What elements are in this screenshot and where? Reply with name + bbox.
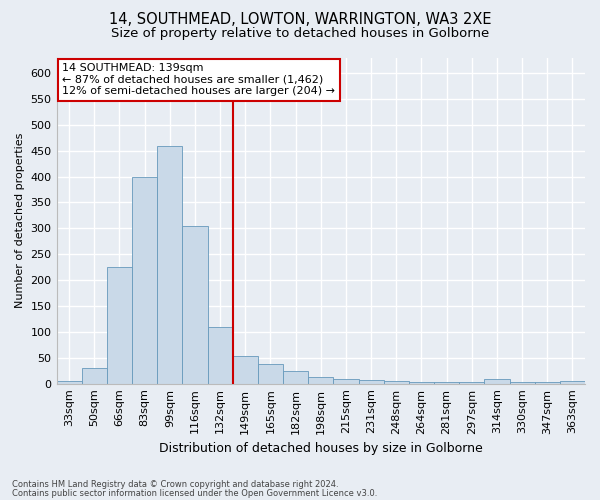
Bar bbox=[283, 370, 308, 384]
Bar bbox=[258, 364, 283, 384]
Bar bbox=[56, 381, 82, 384]
Text: Size of property relative to detached houses in Golborne: Size of property relative to detached ho… bbox=[111, 28, 489, 40]
Text: Contains public sector information licensed under the Open Government Licence v3: Contains public sector information licen… bbox=[12, 489, 377, 498]
Bar bbox=[82, 368, 107, 384]
Text: Contains HM Land Registry data © Crown copyright and database right 2024.: Contains HM Land Registry data © Crown c… bbox=[12, 480, 338, 489]
Bar bbox=[484, 378, 509, 384]
Bar bbox=[308, 377, 334, 384]
Bar bbox=[233, 356, 258, 384]
X-axis label: Distribution of detached houses by size in Golborne: Distribution of detached houses by size … bbox=[159, 442, 482, 455]
Bar bbox=[560, 381, 585, 384]
Bar bbox=[157, 146, 182, 384]
Bar bbox=[132, 176, 157, 384]
Bar bbox=[182, 226, 208, 384]
Bar bbox=[509, 382, 535, 384]
Bar bbox=[334, 378, 359, 384]
Y-axis label: Number of detached properties: Number of detached properties bbox=[15, 133, 25, 308]
Bar bbox=[459, 382, 484, 384]
Bar bbox=[208, 326, 233, 384]
Bar bbox=[383, 381, 409, 384]
Bar bbox=[535, 382, 560, 384]
Text: 14, SOUTHMEAD, LOWTON, WARRINGTON, WA3 2XE: 14, SOUTHMEAD, LOWTON, WARRINGTON, WA3 2… bbox=[109, 12, 491, 28]
Bar bbox=[409, 382, 434, 384]
Text: 14 SOUTHMEAD: 139sqm
← 87% of detached houses are smaller (1,462)
12% of semi-de: 14 SOUTHMEAD: 139sqm ← 87% of detached h… bbox=[62, 63, 335, 96]
Bar bbox=[107, 267, 132, 384]
Bar bbox=[434, 382, 459, 384]
Bar bbox=[359, 380, 383, 384]
